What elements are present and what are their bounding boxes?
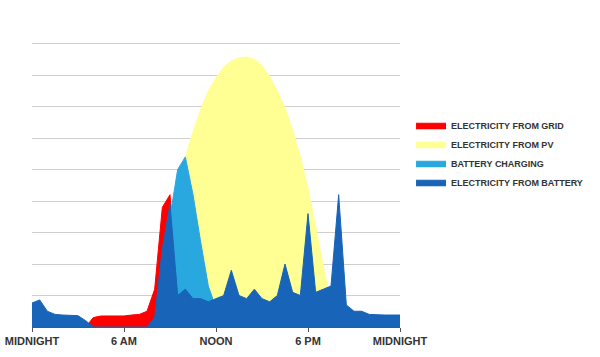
svg-text:ELECTRICITY FROM PV: ELECTRICITY FROM PV: [451, 140, 553, 150]
svg-text:6 PM: 6 PM: [295, 335, 321, 347]
svg-text:MIDNIGHT: MIDNIGHT: [5, 335, 60, 347]
svg-text:6 AM: 6 AM: [111, 335, 137, 347]
svg-text:NOON: NOON: [200, 335, 233, 347]
svg-text:BATTERY CHARGING: BATTERY CHARGING: [451, 159, 544, 169]
svg-text:ELECTRICITY FROM BATTERY: ELECTRICITY FROM BATTERY: [451, 178, 583, 188]
svg-text:MIDNIGHT: MIDNIGHT: [373, 335, 428, 347]
svg-text:ELECTRICITY FROM GRID: ELECTRICITY FROM GRID: [451, 121, 564, 131]
